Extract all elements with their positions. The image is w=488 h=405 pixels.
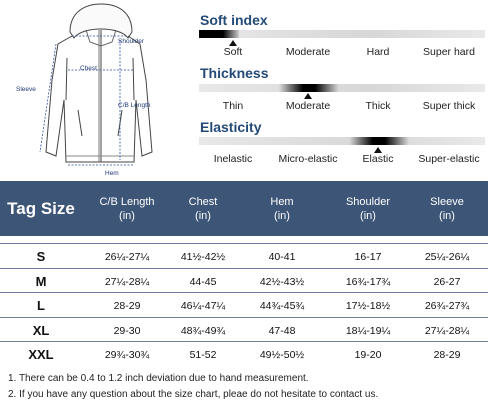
header-hem: Hem (in) [234, 181, 330, 236]
soft-index-option: Moderate [285, 46, 331, 58]
elasticity-option: Elastic [362, 153, 394, 165]
header-unit: (in) [195, 209, 211, 222]
elasticity-arrow-icon [374, 147, 382, 153]
header-unit: (in) [274, 209, 290, 222]
table-row: XXL 29¾-30¾ 51-52 49½-50½ 19-20 28-29 [0, 343, 488, 367]
cell-tag-size: XXL [28, 347, 54, 363]
note-contact: 2. If you have any question about the si… [8, 389, 379, 400]
cell-hem: 49½-50½ [259, 349, 305, 362]
hem-label: Hem [105, 170, 119, 177]
cell-cb-length: 26¼-27¼ [104, 251, 150, 263]
header-sleeve: Sleeve (in) [406, 181, 488, 236]
cell-sleeve: 28-29 [433, 349, 461, 362]
row-divider [0, 243, 488, 244]
thickness-marker [279, 84, 339, 92]
header-tag-size: Tag Size [0, 181, 82, 236]
cell-hem: 47-48 [268, 324, 296, 337]
cell-shoulder: 18¼-19¼ [345, 324, 391, 337]
header-chest: Chest (in) [172, 181, 234, 236]
chest-label: Chest [80, 65, 97, 72]
cell-cb-length: 29-30 [113, 324, 141, 337]
cell-hem: 40-41 [268, 251, 296, 263]
shoulder-label: Shoulder [118, 38, 145, 45]
thickness-option: Thin [222, 100, 244, 112]
jacket-measurement-diagram: Sleeve Shoulder Chest C/B Length Hem [0, 0, 195, 180]
elasticity-marker [349, 137, 409, 145]
cell-tag-size: L [37, 298, 45, 314]
cell-hem: 44¾-45¾ [259, 300, 305, 313]
cb-length-label: C/B Length [118, 102, 151, 109]
cell-chest: 51-52 [189, 349, 217, 362]
elasticity-title: Elasticity [200, 119, 262, 135]
row-divider [0, 267, 488, 269]
cell-sleeve: 27¼-28¼ [424, 324, 470, 337]
row-divider [0, 316, 488, 318]
cell-chest: 41½-42½ [180, 251, 226, 263]
table-row: M 27¼-28¼ 44-45 42½-43½ 16¾-17¾ 26-27 [0, 270, 488, 294]
elasticity-option: Inelastic [213, 153, 253, 165]
soft-index-title: Soft index [200, 12, 268, 28]
thickness-title: Thickness [200, 65, 269, 81]
cell-cb-length: 27¼-28¼ [104, 275, 150, 288]
elasticity-option: Micro-elastic [278, 153, 338, 165]
cell-tag-size: XL [32, 322, 50, 338]
header-unit: (in) [119, 209, 135, 222]
thickness-option: Moderate [285, 100, 331, 112]
header-shoulder: Shoulder (in) [330, 181, 406, 236]
cell-shoulder: 16¾-17¾ [345, 275, 391, 288]
header-unit: (in) [360, 209, 376, 222]
cell-sleeve: 26-27 [433, 275, 461, 288]
header-unit: (in) [439, 209, 455, 222]
jacket-illustration [39, 3, 153, 166]
table-row: XL 29-30 48¾-49¾ 47-48 18¼-19¼ 27¼-28¼ [0, 319, 488, 343]
cell-chest: 44-45 [189, 275, 217, 288]
elasticity-option: Super-elastic [418, 153, 480, 165]
elasticity-bar [199, 137, 485, 145]
cell-sleeve: 26¾-27¾ [424, 300, 470, 313]
cell-tag-size: M [35, 273, 47, 289]
soft-index-option: Hard [366, 46, 390, 58]
soft-index-option: Soft [223, 46, 243, 58]
thickness-arrow-icon [304, 93, 312, 99]
sleeve-label: Sleeve [16, 86, 36, 93]
thickness-option: Super thick [422, 100, 476, 112]
header-label: C/B Length [99, 195, 155, 208]
header-cb-length: C/B Length (in) [82, 181, 172, 236]
cell-sleeve: 25¼-26¼ [424, 251, 470, 263]
header-label: Tag Size [7, 198, 75, 218]
soft-index-marker [199, 30, 239, 38]
table-row: S 26¼-27¼ 41½-42½ 40-41 16-17 25¼-26¼ [0, 245, 488, 269]
cell-shoulder: 19-20 [354, 349, 382, 362]
cell-cb-length: 29¾-30¾ [104, 349, 150, 362]
cell-cb-length: 28-29 [113, 300, 141, 313]
header-label: Hem [270, 195, 294, 208]
note-deviation: 1. There can be 0.4 to 1.2 inch deviatio… [8, 373, 309, 384]
soft-index-bar [199, 30, 485, 38]
cell-chest: 48¾-49¾ [180, 324, 226, 337]
cell-shoulder: 16-17 [354, 251, 382, 263]
table-row: L 28-29 46¼-47¼ 44¾-45¾ 17½-18½ 26¾-27¾ [0, 294, 488, 318]
header-label: Sleeve [430, 195, 464, 208]
row-divider [0, 341, 488, 343]
size-table-header: Tag Size C/B Length (in) Chest (in) Hem … [0, 181, 488, 236]
thickness-bar [199, 84, 485, 92]
cell-tag-size: S [36, 249, 46, 264]
header-label: Shoulder [345, 195, 391, 208]
cell-hem: 42½-43½ [259, 275, 305, 288]
soft-index-option: Super hard [423, 46, 475, 58]
row-divider [0, 292, 488, 294]
thickness-option: Thick [365, 100, 391, 112]
cell-chest: 46¼-47¼ [180, 300, 226, 313]
header-label: Chest [188, 195, 218, 208]
soft-index-arrow-icon [229, 40, 237, 46]
cell-shoulder: 17½-18½ [345, 300, 391, 313]
